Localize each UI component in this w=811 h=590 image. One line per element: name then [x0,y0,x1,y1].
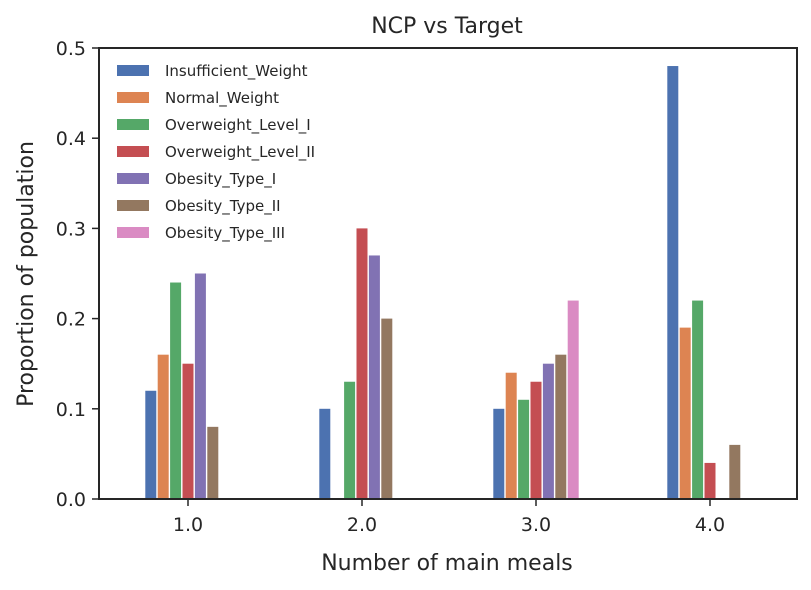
bar-obesity-type-i-3.0 [542,363,554,499]
y-tick-label: 0.3 [56,218,86,240]
legend-label: Overweight_Level_I [165,116,311,135]
legend-swatch [117,119,149,130]
bar-obesity-type-ii-4.0 [729,444,741,499]
x-tick-label: 3.0 [521,514,551,536]
bars-group [145,66,741,499]
legend-swatch [117,200,149,211]
legend: Insufficient_Weight Normal_Weight Overweig… [117,62,315,243]
y-tick-label: 0.2 [56,309,86,331]
legend-label: Insufficient_Weight [165,62,308,81]
legend-swatch [117,173,149,184]
bar-overweight-level-ii-1.0 [182,363,194,499]
bar-overweight-level-i-2.0 [344,381,356,499]
bar-insufficient-weight-4.0 [667,66,679,499]
bar-overweight-level-ii-3.0 [530,381,542,499]
legend-label: Obesity_Type_III [165,224,285,243]
bar-obesity-type-ii-2.0 [381,318,393,499]
legend-swatch [117,146,149,157]
bar-overweight-level-i-3.0 [518,399,530,499]
x-tick-label: 1.0 [173,514,203,536]
legend-label: Normal_Weight [165,89,279,108]
bar-normal-weight-1.0 [157,354,169,499]
x-tick-label: 2.0 [347,514,377,536]
legend-label: Obesity_Type_I [165,170,276,189]
bar-overweight-level-i-1.0 [170,282,182,499]
y-tick-label: 0.5 [56,38,86,60]
bar-overweight-level-ii-2.0 [356,228,368,499]
bar-insufficient-weight-2.0 [319,408,331,499]
bar-obesity-type-i-1.0 [194,273,206,499]
y-tick-label: 0.0 [56,489,86,511]
chart-title: NCP vs Target [371,14,523,39]
axes-group: 0.0 0.1 0.2 0.3 0.4 0.5 1.0 2.0 3.0 4.0 [56,38,798,536]
y-tick-label: 0.4 [56,128,86,150]
plot-frame [98,47,798,500]
bar-normal-weight-3.0 [505,372,517,499]
y-axis-title: Proportion of population [14,141,39,407]
bar-obesity-type-ii-3.0 [555,354,567,499]
bar-overweight-level-ii-4.0 [704,462,716,499]
bar-obesity-type-ii-1.0 [207,426,219,499]
bar-insufficient-weight-3.0 [493,408,505,499]
bar-normal-weight-4.0 [679,327,691,499]
legend-label: Overweight_Level_II [165,143,315,162]
legend-swatch [117,227,149,238]
legend-swatch [117,92,149,103]
bar-obesity-type-i-2.0 [368,255,380,499]
bar-overweight-level-i-4.0 [692,300,704,499]
x-axis-title: Number of main meals [321,551,573,576]
bar-insufficient-weight-1.0 [145,390,157,499]
legend-label: Obesity_Type_II [165,197,281,216]
x-tick-label: 4.0 [695,514,725,536]
bar-obesity-type-iii-3.0 [567,300,579,499]
legend-swatch [117,65,149,76]
y-tick-label: 0.1 [56,399,86,421]
